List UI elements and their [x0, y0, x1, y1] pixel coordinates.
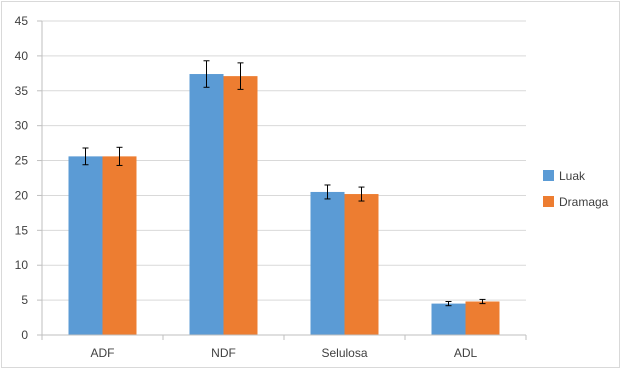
y-tick-label: 10: [15, 258, 29, 272]
legend-item-luak: Luak: [543, 169, 586, 183]
bar-dramaga-ndf: [223, 76, 258, 335]
x-tick-label: ADF: [91, 346, 115, 360]
y-tick-labels: 0 5 10 15 20 25 30 35 40 45: [15, 14, 29, 342]
error-bar: [203, 60, 210, 88]
y-tick-label: 5: [21, 293, 28, 307]
bar-luak-adf: [68, 156, 103, 335]
legend-label: Dramaga: [559, 195, 609, 209]
error-bar: [358, 186, 365, 202]
error-bar: [116, 146, 123, 166]
error-bars: [82, 60, 486, 307]
bars: [68, 74, 500, 335]
bar-dramaga-selulosa: [344, 194, 379, 335]
y-tick-label: 15: [15, 223, 29, 237]
bar-dramaga-adf: [102, 156, 137, 335]
error-bar: [445, 301, 452, 307]
error-bar: [82, 147, 89, 166]
error-bar: [479, 298, 486, 305]
legend-item-dramaga: Dramaga: [543, 195, 609, 209]
x-tick-labels: ADF NDF Selulosa ADL: [91, 346, 478, 360]
bar-dramaga-adl: [465, 301, 500, 335]
y-tick-label: 0: [21, 328, 28, 342]
error-bar: [237, 62, 244, 90]
axes: [37, 20, 527, 340]
legend: Luak Dramaga: [543, 169, 609, 209]
x-tick-label: NDF: [211, 346, 236, 360]
x-tick-label: Selulosa: [321, 346, 367, 360]
y-tick-label: 35: [15, 84, 29, 98]
x-tick-label: ADL: [454, 346, 478, 360]
legend-label: Luak: [559, 169, 586, 183]
legend-swatch: [543, 170, 554, 181]
bar-luak-adl: [431, 303, 466, 335]
y-tick-label: 20: [15, 188, 29, 202]
y-tick-label: 40: [15, 49, 29, 63]
error-bar: [324, 184, 331, 200]
y-tick-label: 30: [15, 119, 29, 133]
bar-luak-selulosa: [310, 191, 345, 335]
legend-swatch: [543, 196, 554, 207]
y-tick-label: 45: [15, 14, 29, 28]
bar-luak-ndf: [189, 74, 224, 335]
y-tick-label: 25: [15, 154, 29, 168]
